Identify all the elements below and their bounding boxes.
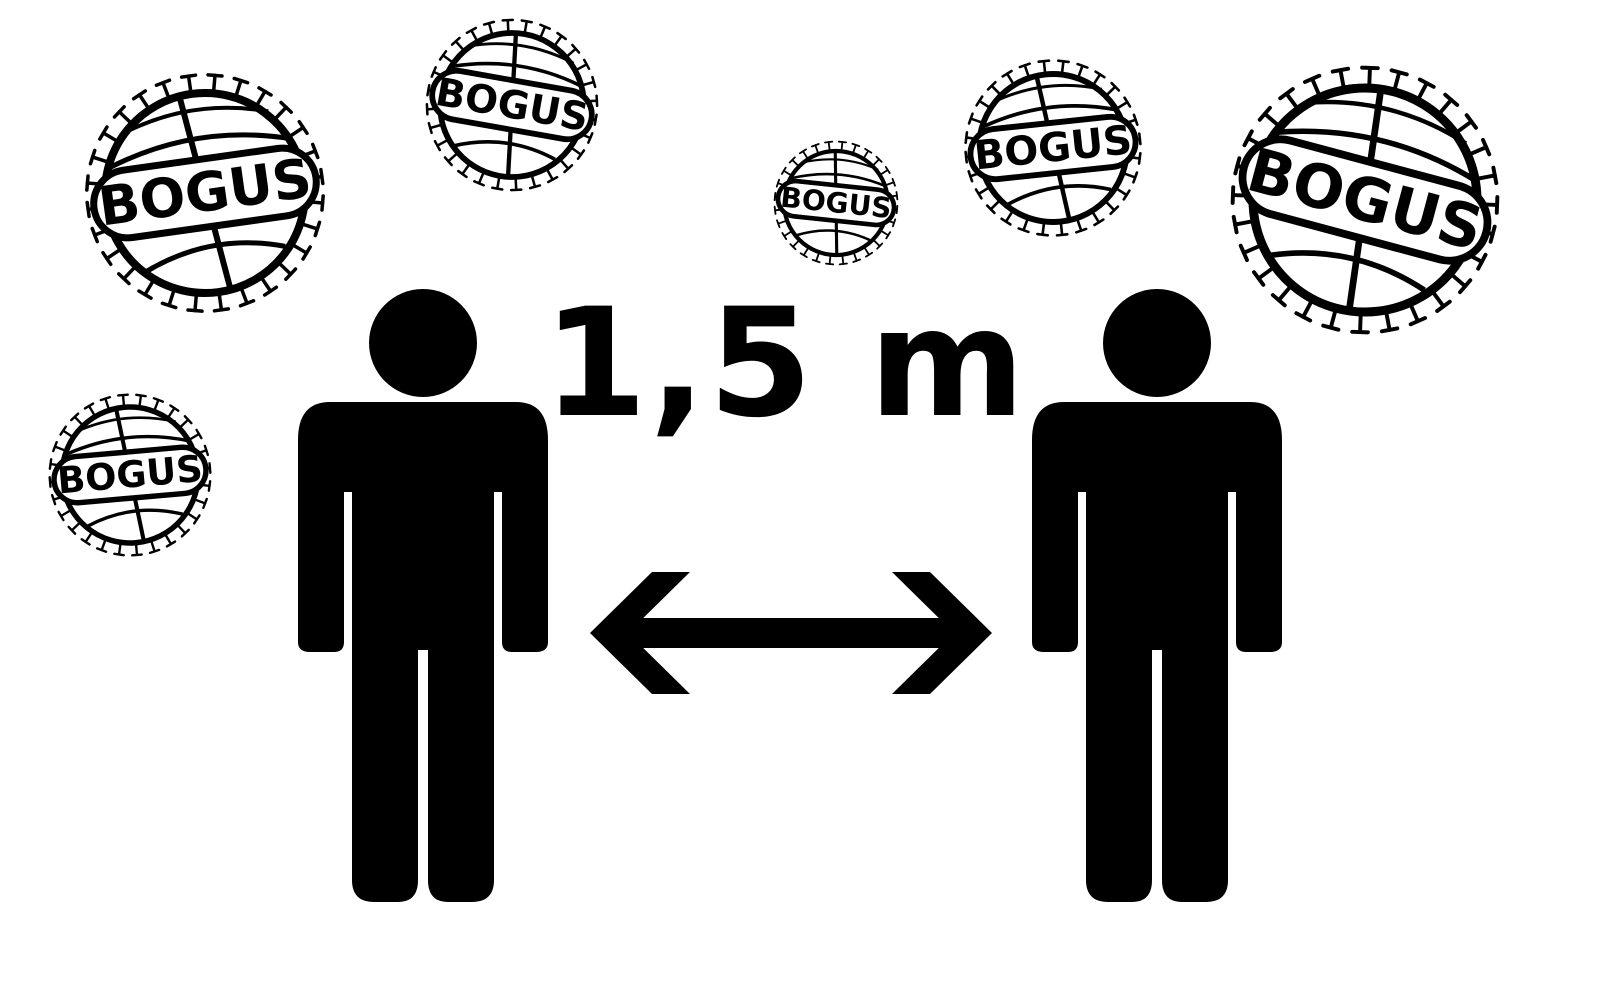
double-arrow-icon bbox=[590, 572, 992, 694]
virus-icon: BOGUS bbox=[414, 7, 611, 204]
person-icon bbox=[298, 289, 548, 902]
virus-icon: BOGUS bbox=[1203, 38, 1527, 362]
virus-icon: BOGUS bbox=[43, 388, 217, 562]
virus-icon: BOGUS bbox=[72, 60, 339, 327]
distance-label: 1,5 m bbox=[543, 277, 1027, 451]
virus-icon: BOGUS bbox=[769, 136, 904, 271]
virus-icon: BOGUS bbox=[957, 52, 1149, 244]
person-icon bbox=[1032, 289, 1282, 902]
